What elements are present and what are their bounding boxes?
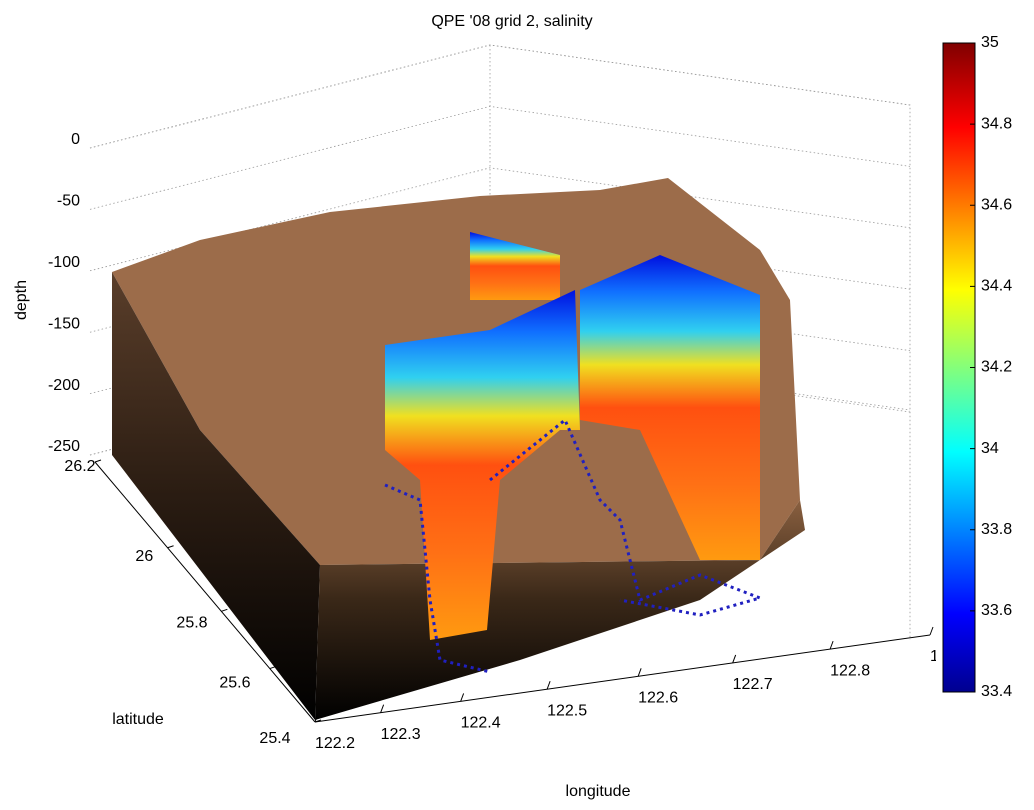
x-tick <box>929 626 934 636</box>
y-tick-label: 26 <box>135 548 153 565</box>
x-tick-label: 122.2 <box>315 735 355 752</box>
x-tick-label: 122.5 <box>547 702 587 719</box>
z-tick-label: -100 <box>48 254 80 271</box>
x-tick-label: 122.8 <box>830 662 870 679</box>
z-tick-label: -200 <box>48 377 80 394</box>
x-tick <box>380 704 385 713</box>
grid-line <box>89 105 911 210</box>
x-axis-line <box>314 634 931 723</box>
terrain <box>112 178 805 720</box>
colorbar-tick-label: 33.8 <box>981 521 1012 538</box>
colorbar-tick-label: 33.4 <box>981 683 1012 700</box>
colorbar-tick-label: 34.6 <box>981 196 1012 213</box>
x-tick <box>460 693 465 702</box>
y-tick <box>269 666 276 670</box>
x-tick <box>829 640 834 650</box>
x-tick <box>314 713 319 723</box>
y-tick <box>221 608 228 612</box>
x-tick-label: 122.4 <box>461 715 501 732</box>
y-tick-label: 26.2 <box>64 458 95 475</box>
y-axis-line <box>94 461 316 723</box>
x-tick-label: 122.7 <box>733 676 773 693</box>
grid-line <box>89 167 911 272</box>
y-tick-label: 25.4 <box>259 730 290 747</box>
y-tick <box>314 719 322 723</box>
colorbar-tick-label: 34.4 <box>981 278 1012 295</box>
colorbar-tick-label: 33.6 <box>981 602 1012 619</box>
colorbar-tick-label: 35 <box>981 34 999 51</box>
z-tick-label: -50 <box>57 193 80 210</box>
colorbar-tick-label: 34.2 <box>981 359 1012 376</box>
y-tick-label: 25.8 <box>176 614 207 631</box>
z-tick-label: 0 <box>71 131 80 148</box>
x-axis-label: longitude <box>566 783 631 800</box>
y-tick <box>167 545 174 549</box>
y-tick-label: 25.6 <box>219 674 250 691</box>
z-tick-label: -150 <box>48 315 80 332</box>
x-tick-label: 122.6 <box>638 690 678 707</box>
x-tick <box>637 668 642 677</box>
y-tick <box>94 459 102 463</box>
grid-line <box>89 44 911 149</box>
chart-title: QPE '08 grid 2, salinity <box>431 13 592 30</box>
z-tick-label: -250 <box>48 438 80 455</box>
y-axis-label: latitude <box>112 711 164 728</box>
z-axis-label: depth <box>13 280 30 320</box>
x-tick <box>732 654 737 664</box>
colorbar-tick-label: 34 <box>981 440 999 457</box>
x-tick-label: 122.3 <box>381 726 421 743</box>
x-tick <box>546 680 551 690</box>
colorbar-tick-label: 34.8 <box>981 115 1012 132</box>
